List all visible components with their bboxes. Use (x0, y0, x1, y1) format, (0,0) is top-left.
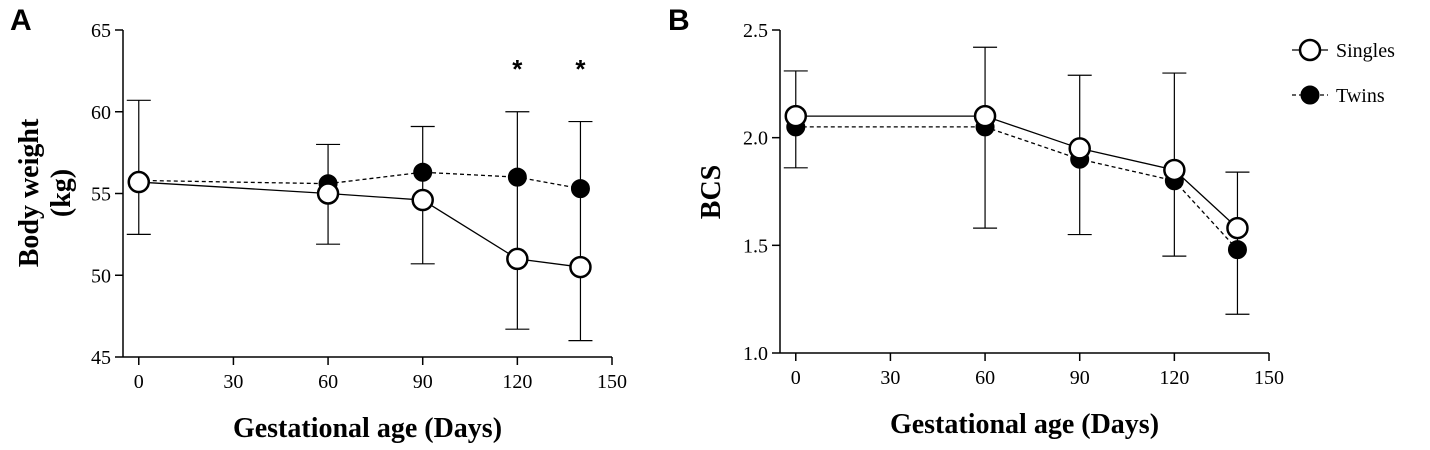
panel-letter: A (10, 4, 32, 37)
data-point-singles (127, 170, 151, 194)
legend: Singles Twins (1292, 38, 1395, 107)
y-axis-title: BCS (696, 165, 727, 219)
panel-b: B 1.0 1.5 2.0 2.5 0 30 60 90 120 150 Gestational ag… (668, 4, 1395, 440)
y-axis-title-unit: (kg) (46, 169, 77, 217)
y-axis-title: Body weight (14, 118, 45, 267)
x-tick-label: 90 (413, 371, 433, 393)
data-point-singles (316, 182, 340, 205)
y-tick-label: 1.5 (743, 235, 768, 257)
panel-letter: B (668, 4, 690, 37)
legend-marker-singles (1298, 38, 1322, 62)
y-tick-label: 45 (91, 347, 111, 369)
y-tick-label: 50 (91, 265, 111, 287)
x-tick-label: 0 (134, 371, 144, 393)
x-tick-label: 120 (1159, 367, 1189, 389)
y-tick-label: 2.0 (743, 128, 768, 150)
data-point-singles (784, 104, 808, 128)
data-point-singles (1068, 137, 1091, 160)
data-point-singles (1163, 158, 1186, 182)
series-line-twins (138, 171, 581, 190)
x-tick-label: 150 (597, 371, 627, 393)
y-tick-label: 2.5 (743, 20, 768, 42)
legend-label-singles: Singles (1336, 40, 1395, 62)
data-point-twins (1227, 240, 1247, 260)
x-tick-label: 90 (1070, 367, 1090, 389)
x-axis-title: Gestational age (Days) (233, 413, 502, 444)
y-tick-label: 65 (91, 20, 111, 42)
y-tick-label: 60 (91, 102, 111, 124)
x-tick-label: 150 (1254, 367, 1284, 389)
significance-marker: * (575, 54, 586, 84)
x-axis-title: Gestational age (Days) (890, 409, 1159, 440)
y-tick-label: 55 (91, 184, 111, 206)
x-tick-label: 60 (318, 371, 338, 393)
x-tick-label: 30 (880, 367, 900, 389)
legend-label-twins: Twins (1336, 85, 1385, 107)
data-point-twins (507, 167, 527, 187)
data-point-singles (973, 104, 997, 128)
data-point-singles (1226, 216, 1249, 240)
x-tick-label: 120 (502, 371, 532, 393)
x-tick-label: 30 (223, 371, 243, 393)
data-point-twins (413, 162, 433, 182)
data-point-singles (411, 188, 434, 212)
x-tick-label: 0 (791, 367, 801, 389)
data-point-singles (506, 247, 529, 271)
data-point-twins (570, 179, 590, 199)
x-tick-label: 60 (975, 367, 995, 389)
legend-marker-twins (1300, 85, 1320, 105)
data-point-singles (569, 255, 592, 279)
y-tick-label: 1.0 (743, 343, 768, 365)
panel-a: A 45 50 55 60 65 0 30 60 90 120 150 Gestational age … (10, 4, 627, 444)
significance-marker: * (512, 54, 523, 84)
